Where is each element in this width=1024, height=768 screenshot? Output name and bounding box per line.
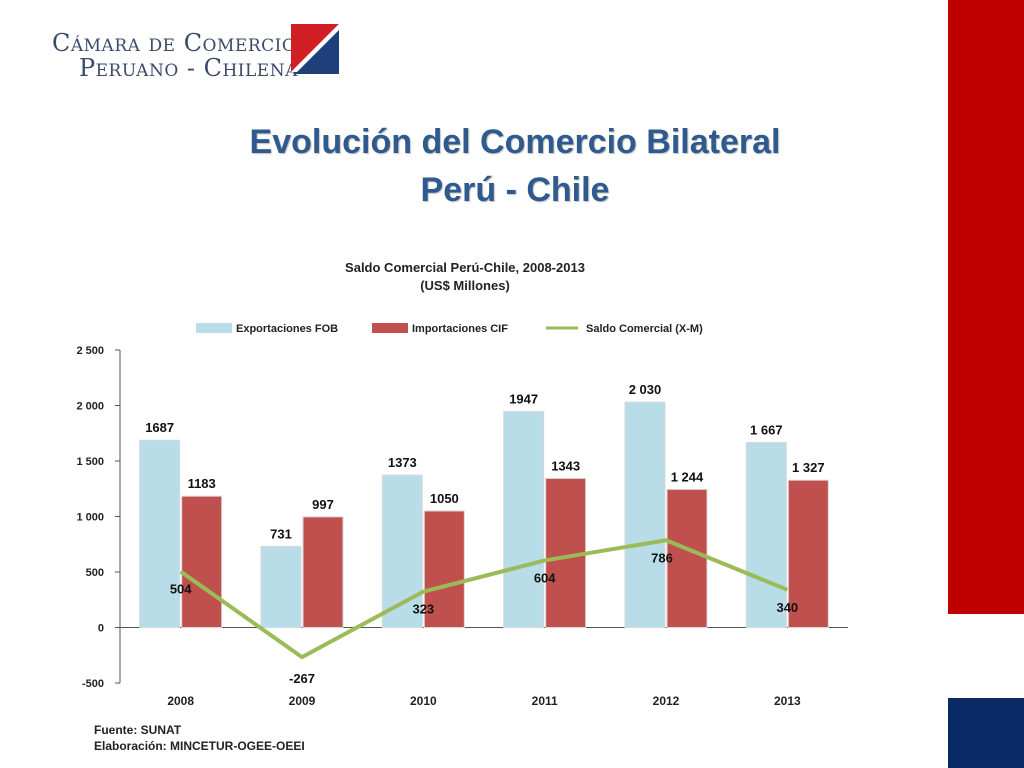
label-importaciones-2010: 1050: [430, 491, 459, 506]
legend-swatch-0: [196, 323, 232, 333]
chart-source-note: Fuente: SUNAT Elaboración: MINCETUR-OGEE…: [94, 722, 305, 754]
label-importaciones-2013: 1 327: [792, 460, 825, 475]
x-tick-label-2009: 2009: [289, 694, 316, 708]
y-tick-label-1: 0: [98, 623, 104, 635]
x-tick-label-2013: 2013: [774, 694, 801, 708]
slide-title-line1: Evolución del Comercio Bilateral: [249, 123, 781, 161]
x-tick-label-2012: 2012: [653, 694, 680, 708]
logo-line2: Peruano - Chilena: [79, 54, 298, 82]
elaboration-text: Elaboración: MINCETUR-OGEE-OEEI: [94, 739, 305, 753]
label-saldo-2008: 504: [170, 582, 192, 597]
legend-label-1: Importaciones CIF: [412, 323, 508, 335]
x-tick-label-2011: 2011: [532, 694, 558, 708]
bar-exportaciones-2009: [260, 545, 302, 629]
label-exportaciones-2009: 731: [270, 526, 292, 541]
bar-importaciones-2009: [302, 516, 344, 629]
x-tick-label-2010: 2010: [410, 694, 437, 708]
label-exportaciones-2012: 2 030: [629, 382, 662, 397]
y-tick-label-5: 2 000: [76, 401, 104, 413]
label-exportaciones-2011: 1947: [509, 391, 538, 406]
y-tick-label-2: 500: [86, 567, 104, 579]
bar-exportaciones-2008: [139, 439, 181, 628]
y-tick-label-6: 2 500: [76, 345, 104, 357]
trade-balance-chart: Saldo Comercial Perú-Chile, 2008-2013 (US…: [76, 260, 848, 708]
line-saldo-comercial: [179, 538, 789, 660]
bar-importaciones-2012: [666, 488, 708, 628]
label-saldo-2009: -267: [289, 671, 315, 686]
label-saldo-2011: 604: [534, 570, 556, 585]
label-exportaciones-2013: 1 667: [750, 422, 783, 437]
legend-label-0: Exportaciones FOB: [236, 323, 338, 335]
slide-title: Evolución del Comercio Bilateral Perú - …: [190, 118, 840, 214]
y-tick-label-0: -500: [82, 678, 104, 690]
source-text: Fuente: SUNAT: [94, 723, 182, 737]
bar-exportaciones-2011: [503, 410, 545, 628]
chart-subtitle: (US$ Millones): [420, 278, 510, 293]
y-tick-label-3: 1 000: [76, 512, 104, 524]
label-exportaciones-2008: 1687: [145, 420, 174, 435]
label-saldo-2012: 786: [651, 550, 673, 565]
label-importaciones-2008: 1183: [188, 476, 216, 491]
side-accent-red: [948, 0, 1024, 614]
logo-text: Cámara de Comercio Peruano - Chilena: [52, 30, 298, 80]
side-accent-blue: [948, 698, 1024, 768]
legend-label-2: Saldo Comercial (X-M): [586, 323, 703, 335]
bar-importaciones-2013: [787, 479, 829, 628]
label-saldo-2010: 323: [412, 602, 434, 617]
bar-exportaciones-2013: [745, 441, 787, 628]
chart-title: Saldo Comercial Perú-Chile, 2008-2013: [345, 260, 585, 275]
legend-swatch-1: [372, 323, 408, 333]
label-importaciones-2009: 997: [312, 497, 334, 512]
bar-exportaciones-2012: [624, 401, 666, 628]
logo-mark-icon: [291, 24, 339, 74]
bar-importaciones-2010: [423, 510, 465, 629]
bar-importaciones-2008: [181, 495, 223, 628]
label-importaciones-2011: 1343: [551, 458, 580, 473]
y-tick-label-4: 1 500: [76, 456, 104, 468]
slide-title-line2: Perú - Chile: [420, 171, 610, 209]
label-exportaciones-2010: 1373: [388, 455, 417, 470]
label-importaciones-2012: 1 244: [671, 469, 704, 484]
x-tick-label-2008: 2008: [167, 694, 194, 708]
logo-line1: Cámara de Comercio: [52, 29, 297, 57]
label-saldo-2013: 340: [776, 600, 798, 615]
